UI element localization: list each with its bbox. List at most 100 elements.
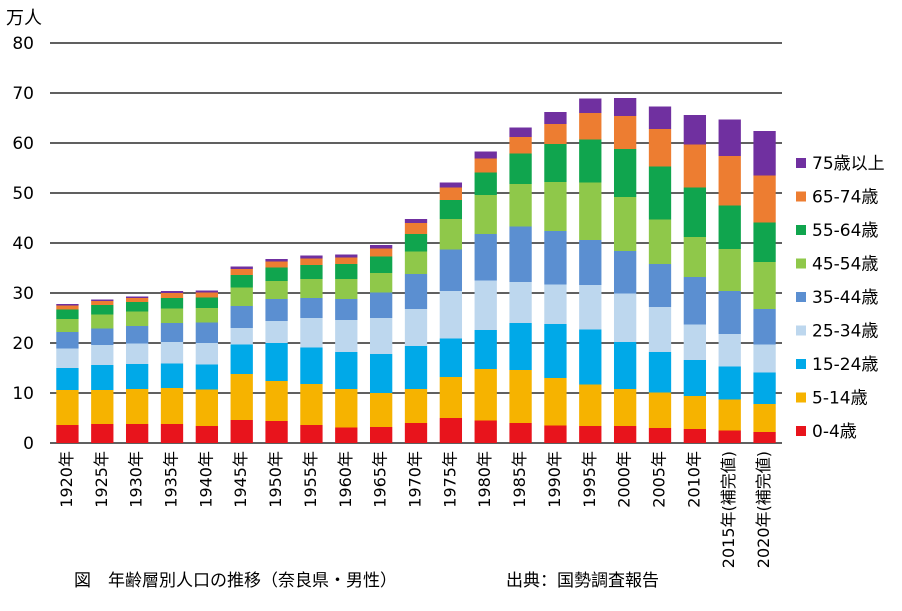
bar-segment — [718, 205, 741, 249]
legend-swatch — [796, 191, 806, 202]
bar-segment — [335, 264, 358, 279]
x-tick-label: 1950年 — [266, 451, 285, 508]
bar-segment — [265, 259, 288, 262]
bar-segment — [125, 302, 149, 312]
bar-segment — [439, 291, 463, 339]
bar-segment — [683, 115, 707, 145]
bar-segment — [544, 425, 567, 443]
bar-segment — [125, 389, 149, 424]
legend-label: 25-34歳 — [812, 322, 878, 342]
bar-segment — [753, 344, 776, 373]
x-tick-label: 1970年 — [406, 451, 425, 508]
bar-segment — [265, 267, 288, 281]
bar-segment — [509, 323, 532, 370]
bar-segment — [125, 343, 149, 364]
bar-segment — [160, 388, 184, 424]
bar-segment — [648, 392, 672, 428]
bar-segment — [195, 322, 219, 343]
bar-segment — [369, 354, 393, 393]
bar-segment — [579, 426, 602, 443]
bar-segment — [91, 328, 114, 345]
bar-segment — [544, 182, 567, 231]
x-tick-label: 1965年 — [371, 451, 390, 508]
bar-segment — [369, 248, 393, 257]
bar-segment — [648, 264, 672, 307]
bar-segment — [683, 360, 707, 396]
x-tick-label: 2015年(補完値) — [719, 451, 738, 568]
bar-segment — [300, 318, 323, 348]
bar-segment — [753, 432, 776, 443]
bar-segment — [683, 396, 707, 429]
bar-segment — [195, 290, 219, 293]
bar-segment — [265, 381, 288, 421]
bar-segment — [265, 261, 288, 268]
x-tick-label: 1935年 — [162, 451, 181, 508]
bar-segment — [683, 237, 707, 277]
bar-segment — [718, 291, 741, 334]
bar-segment — [404, 223, 428, 234]
bar-segment — [160, 363, 184, 388]
bar-segment — [718, 334, 741, 367]
bar-segment — [335, 299, 358, 320]
bar-segment — [300, 258, 323, 265]
legend-swatch — [796, 225, 806, 235]
legend-swatch — [796, 359, 806, 369]
bar-segment — [265, 343, 288, 381]
bar-segment — [718, 366, 741, 400]
bar-segment — [195, 308, 219, 323]
bar-segment — [404, 346, 428, 389]
bar-segment — [125, 326, 149, 344]
bar-segment — [648, 428, 672, 443]
legend: 75歳以上 65-74歳 55-64歳 45-54歳 35-44歳 25-34歳 15-24… — [796, 154, 885, 442]
bar-segment — [439, 200, 463, 219]
bar-segment — [544, 378, 567, 426]
bar-segment — [160, 308, 184, 323]
bar-segment — [509, 423, 532, 443]
bar-segment — [648, 166, 672, 220]
bar-segment — [160, 293, 184, 298]
bar-segment — [648, 219, 672, 264]
bar-segment — [56, 332, 79, 349]
bar-segment — [579, 329, 602, 385]
bar-segment — [509, 153, 532, 184]
bar-segment — [91, 345, 114, 365]
bar-segment — [404, 389, 428, 423]
bar-segment — [544, 284, 567, 324]
y-tick-label: 50 — [12, 184, 34, 204]
bar-segment — [230, 344, 253, 374]
legend-label: 75歳以上 — [812, 154, 885, 174]
bar-segment — [335, 427, 358, 443]
bar-segment — [439, 338, 463, 377]
bar-segment — [753, 175, 776, 223]
bar-segment — [579, 139, 602, 183]
bar-segment — [648, 352, 672, 393]
y-tick-label: 0 — [23, 434, 34, 454]
bar-segment — [230, 374, 253, 420]
bar-segment — [683, 187, 707, 237]
bar-segment — [91, 305, 114, 315]
bar-segment — [56, 304, 79, 306]
bar-segment — [613, 116, 637, 149]
bar-segment — [160, 424, 184, 443]
x-tick-label: 1930年 — [127, 451, 146, 508]
bar-segment — [404, 309, 428, 346]
bar-segment — [195, 297, 219, 308]
bar-segment — [335, 352, 358, 389]
x-tick-label: 1960年 — [336, 451, 355, 508]
bar-segment — [125, 364, 149, 389]
bar-segment — [265, 321, 288, 343]
bar-segment — [474, 330, 497, 369]
bar-segment — [369, 245, 393, 249]
bar-segment — [300, 279, 323, 298]
bar-segment — [230, 420, 253, 443]
bar-segment — [195, 389, 219, 426]
x-tick-label: 2010年 — [684, 451, 703, 508]
bar-segment — [300, 347, 323, 384]
bar-segment — [369, 318, 393, 354]
bar-segment — [439, 418, 463, 443]
bar-segment — [125, 311, 149, 326]
bars — [56, 98, 776, 443]
bar-segment — [753, 309, 776, 345]
bar-segment — [56, 319, 79, 332]
bar-segment — [544, 124, 567, 144]
